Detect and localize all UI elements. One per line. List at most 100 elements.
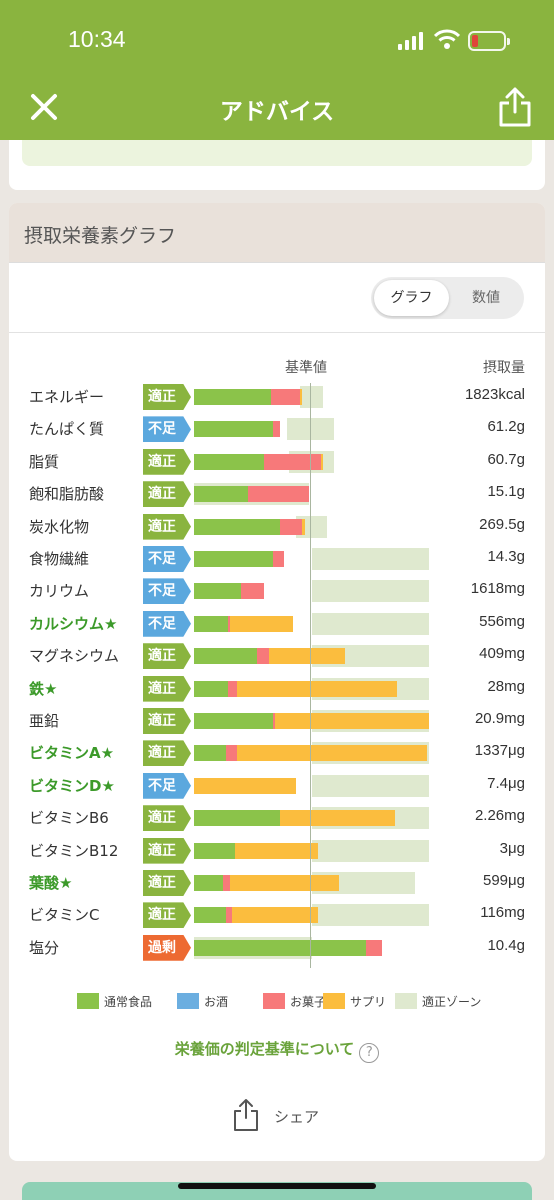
nutrient-row: 脂質 適正 60.7g bbox=[9, 446, 545, 478]
criteria-link[interactable]: 栄養価の判定基準について? bbox=[9, 1038, 545, 1063]
bar-segment-normal bbox=[194, 939, 366, 956]
nutrient-chart: エネルギー 適正 1823kcal たんぱく質 不足 61.2g 脂質 適正 60.7g 飽和脂肪… bbox=[9, 203, 545, 1161]
nav-title: アドバイス bbox=[219, 99, 335, 125]
bar-segment-normal bbox=[194, 518, 280, 535]
bar-segment-normal bbox=[194, 842, 235, 859]
nutrient-name: 炭水化物 bbox=[29, 517, 90, 536]
nutrient-row: 葉酸★ 適正 599μg bbox=[9, 867, 545, 899]
bar-segment-supplement bbox=[232, 907, 319, 924]
nutrient-bar bbox=[194, 418, 434, 441]
intake-value: 14.3g bbox=[487, 548, 525, 565]
view-toggle[interactable]: グラフ 数値 bbox=[371, 277, 524, 319]
bar-segment-supplement bbox=[320, 453, 323, 470]
nutrient-bar bbox=[194, 612, 434, 635]
legend-swatch bbox=[263, 993, 285, 1009]
nutrient-name: ビタミンB6 bbox=[29, 809, 109, 828]
previous-card-link[interactable] bbox=[22, 140, 532, 166]
nutrient-bar bbox=[194, 904, 434, 927]
status-badge: 適正 bbox=[143, 513, 191, 540]
bar-segment-snack bbox=[264, 453, 321, 470]
toggle-graph[interactable]: グラフ bbox=[374, 280, 449, 316]
share-button[interactable]: シェア bbox=[231, 1098, 351, 1132]
bar-segment-normal bbox=[194, 907, 226, 924]
bar-segment-snack bbox=[227, 680, 237, 697]
nutrient-name: たんぱく質 bbox=[29, 420, 105, 439]
bar-segment-snack bbox=[248, 486, 310, 503]
legend-swatch bbox=[77, 993, 99, 1009]
appropriate-zone bbox=[311, 839, 430, 862]
intake-value: 15.1g bbox=[487, 483, 525, 501]
nutrient-name: 塩分 bbox=[29, 938, 60, 957]
nutrient-name: ビタミンC bbox=[29, 906, 100, 925]
bar-segment-snack bbox=[273, 551, 285, 567]
legend-swatch bbox=[323, 993, 345, 1009]
nutrient-row: ビタミンD★ 不足 7.4μg bbox=[9, 770, 545, 802]
bar-segment-normal bbox=[194, 453, 265, 470]
intake-value: 3μg bbox=[499, 839, 525, 857]
nutrient-bar bbox=[194, 710, 434, 732]
intake-value: 1823kcal bbox=[464, 386, 525, 403]
intake-value: 60.7g bbox=[487, 450, 525, 468]
status-badge: 適正 bbox=[143, 643, 191, 670]
nutrient-name: 葉酸★ bbox=[29, 874, 73, 892]
status-badge: 不足 bbox=[143, 610, 191, 637]
nutrient-row: 飽和脂肪酸 適正 15.1g bbox=[9, 478, 545, 510]
share-label: シェア bbox=[274, 1108, 320, 1126]
legend-label: サプリ bbox=[350, 995, 387, 1009]
nutrient-bar bbox=[194, 872, 434, 894]
intake-value: 20.9mg bbox=[474, 710, 525, 727]
help-icon[interactable]: ? bbox=[359, 1043, 380, 1063]
nutrient-bar bbox=[194, 774, 434, 797]
nutrient-bar bbox=[194, 677, 434, 700]
status-badge: 過剰 bbox=[143, 934, 191, 961]
home-indicator bbox=[178, 1183, 376, 1189]
status-badge: 適正 bbox=[143, 870, 191, 896]
nutrient-row: 食物繊維 不足 14.3g bbox=[9, 543, 545, 575]
bottom-banner[interactable] bbox=[22, 1182, 532, 1200]
bar-segment-supplement bbox=[279, 810, 396, 827]
nutrient-bar bbox=[194, 580, 434, 603]
previous-card bbox=[9, 140, 545, 190]
appropriate-zone bbox=[311, 548, 430, 570]
battery-icon bbox=[468, 31, 510, 51]
status-badge: 適正 bbox=[143, 448, 191, 475]
legend-label: お菓子 bbox=[290, 995, 327, 1009]
status-badge: 不足 bbox=[143, 416, 191, 443]
intake-value: 61.2g bbox=[487, 418, 525, 436]
nutrient-bar bbox=[194, 386, 434, 408]
nutrient-row: 塩分 過剰 10.4g bbox=[9, 932, 545, 964]
nutrient-name: 亜鉛 bbox=[29, 712, 60, 730]
nutrient-name: ビタミンD★ bbox=[29, 776, 115, 795]
wifi-icon bbox=[434, 29, 460, 49]
status-badge: 不足 bbox=[143, 772, 191, 799]
intake-value: 1618mg bbox=[470, 580, 525, 598]
intake-value: 116mg bbox=[480, 904, 525, 922]
nutrient-row: 炭水化物 適正 269.5g bbox=[9, 511, 545, 543]
nutrient-name: カリウム bbox=[29, 582, 90, 601]
intake-value: 556mg bbox=[479, 612, 525, 630]
bar-segment-snack bbox=[241, 583, 265, 600]
appropriate-zone bbox=[311, 904, 430, 927]
column-header-intake: 摂取量 bbox=[483, 360, 525, 376]
nutrient-name: エネルギー bbox=[29, 388, 105, 406]
divider bbox=[9, 332, 545, 333]
status-badge: 不足 bbox=[143, 546, 191, 572]
toggle-numeric[interactable]: 数値 bbox=[472, 290, 500, 306]
status-bar: 10:34 bbox=[0, 0, 554, 84]
nutrient-bar bbox=[194, 839, 434, 862]
close-icon[interactable] bbox=[28, 91, 60, 123]
share-icon[interactable] bbox=[496, 86, 534, 128]
criteria-link-text[interactable]: 栄養価の判定基準について bbox=[174, 1040, 355, 1058]
bar-segment-snack bbox=[225, 907, 233, 924]
legend-label: 適正ゾーン bbox=[422, 995, 482, 1009]
status-time: 10:34 bbox=[68, 26, 126, 52]
column-header-base: 基準値 bbox=[285, 360, 327, 376]
intake-value: 7.4μg bbox=[487, 774, 525, 792]
legend-swatch bbox=[177, 993, 199, 1009]
bar-segment-normal bbox=[194, 648, 258, 665]
nutrient-bar bbox=[194, 936, 434, 959]
nutrient-row: ビタミンA★ 適正 1337μg bbox=[9, 737, 545, 769]
status-badge: 適正 bbox=[143, 902, 191, 929]
appropriate-zone bbox=[311, 580, 430, 603]
signal-icon bbox=[398, 32, 424, 50]
